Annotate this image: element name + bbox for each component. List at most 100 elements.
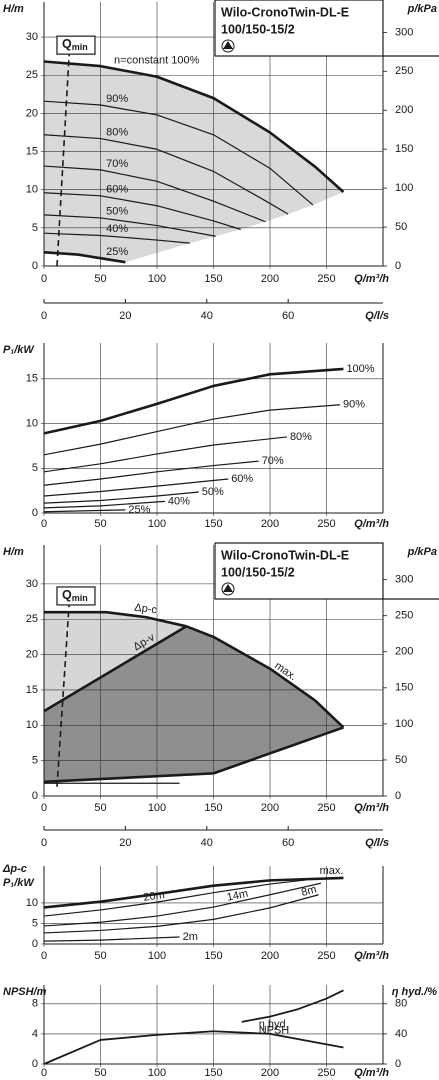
y2-tick-label: 200	[395, 104, 413, 116]
y-tick-label: 10	[26, 184, 38, 196]
x-tick-label: 50	[94, 950, 106, 962]
series-label: 50%	[202, 486, 224, 498]
x-tick-label: 50	[94, 518, 106, 530]
series-label: 60%	[231, 473, 253, 485]
x-tick-label: 50	[94, 1067, 106, 1079]
curve	[213, 726, 344, 775]
curve	[43, 232, 190, 244]
series-label: 20m	[143, 889, 166, 904]
curve	[43, 625, 188, 713]
x-tick-label: 150	[204, 950, 222, 962]
x-tick-label: 100	[148, 802, 166, 814]
title: Wilo-CronoTwin-DL-E	[221, 548, 349, 562]
y-tick-label: 5	[32, 755, 38, 767]
dp-v-range-fill	[44, 626, 344, 782]
x-axis-label: Q/m³/h	[354, 518, 389, 530]
dp-c-range-fill	[44, 612, 187, 712]
x-tick-label: 0	[41, 950, 47, 962]
x-tick-label: 100	[148, 518, 166, 530]
x-tick-label: 100	[148, 950, 166, 962]
x-tick-label: 50	[94, 273, 106, 285]
y2-axis-label: p/kPa	[407, 546, 437, 558]
series-label: 8m	[300, 883, 318, 899]
y2-tick-label: 150	[395, 682, 413, 694]
curve	[43, 1030, 344, 1065]
y-axis-label: P₁/kW	[3, 877, 35, 889]
y2-tick-label: 250	[395, 65, 413, 77]
x-tick-label: 250	[317, 273, 335, 285]
qmin-q: Q	[62, 37, 72, 51]
operating-range-fill	[44, 61, 344, 263]
x-tick-label: 150	[204, 273, 222, 285]
y-tick-label: 0	[32, 938, 38, 950]
curve	[43, 460, 259, 486]
curve	[43, 100, 314, 206]
direction-icon-arrow	[223, 584, 233, 592]
y2-tick-label: 300	[395, 574, 413, 586]
x-tick-label: 250	[317, 950, 335, 962]
series-label: 2m	[183, 931, 198, 943]
series-label: 25%	[106, 246, 128, 258]
x-tick-label: 200	[261, 273, 279, 285]
y-tick-label: 30	[26, 31, 38, 43]
x-tick-label: 50	[94, 802, 106, 814]
y-tick-label: 20	[26, 107, 38, 119]
x-tick-label: 150	[204, 518, 222, 530]
qmin-sub: min	[72, 43, 88, 53]
x-tick-label: 100	[148, 1067, 166, 1079]
qmin-label: Qmin	[62, 588, 88, 603]
y-tick-label: 5	[32, 917, 38, 929]
y-axis-label: P₁/kW	[3, 344, 35, 356]
y-tick-label: 20	[26, 648, 38, 660]
x2-tick-label: 60	[282, 837, 294, 849]
curve	[43, 367, 344, 435]
x-tick-label: 200	[261, 518, 279, 530]
curve	[43, 134, 289, 215]
y2-tick-label: 50	[395, 221, 407, 233]
y-axis-label: Δp-c	[2, 863, 27, 875]
curve	[43, 509, 126, 513]
y-tick-label: 0	[32, 1058, 38, 1070]
qmin-line	[56, 40, 71, 267]
curve	[43, 192, 241, 230]
qmin-box	[56, 586, 96, 606]
x-tick-label: 0	[41, 802, 47, 814]
curve	[185, 625, 345, 729]
x-tick-label: 150	[204, 802, 222, 814]
x-tick-label: 250	[317, 1067, 335, 1079]
qmin-box	[56, 35, 96, 55]
y-tick-label: 15	[26, 373, 38, 385]
series-label: max.	[320, 865, 344, 877]
y-axis-label: NPSH/m	[3, 986, 47, 998]
x-tick-label: 200	[261, 950, 279, 962]
y-tick-label: 10	[26, 719, 38, 731]
series-label: Δp-c	[134, 602, 158, 617]
curve	[43, 165, 266, 223]
title: Wilo-CronoTwin-DL-E	[221, 5, 349, 19]
series-label: 90%	[343, 399, 365, 411]
qmin-label: Qmin	[62, 37, 88, 52]
y-tick-label: 30	[26, 578, 38, 590]
curve	[43, 879, 307, 917]
y-tick-label: 15	[26, 145, 38, 157]
y-tick-label: 10	[26, 417, 38, 429]
y-tick-label: 0	[32, 790, 38, 802]
x2-tick-label: 0	[41, 310, 47, 322]
title-box	[214, 542, 384, 600]
curve	[43, 491, 199, 504]
curve	[43, 894, 319, 934]
y-tick-label: 25	[26, 613, 38, 625]
curve	[44, 610, 187, 628]
y-tick-label: 0	[32, 507, 38, 519]
direction-icon-arrow	[223, 41, 233, 49]
qmin-line	[56, 590, 71, 787]
curve	[43, 882, 321, 927]
y2-tick-label: 50	[395, 754, 407, 766]
curve	[43, 436, 288, 473]
series-label: 60%	[106, 184, 128, 196]
series-label: 50%	[106, 206, 128, 218]
x2-tick-label: 20	[119, 837, 131, 849]
series-label: 100%	[346, 363, 374, 375]
series-label: 80%	[106, 127, 128, 139]
